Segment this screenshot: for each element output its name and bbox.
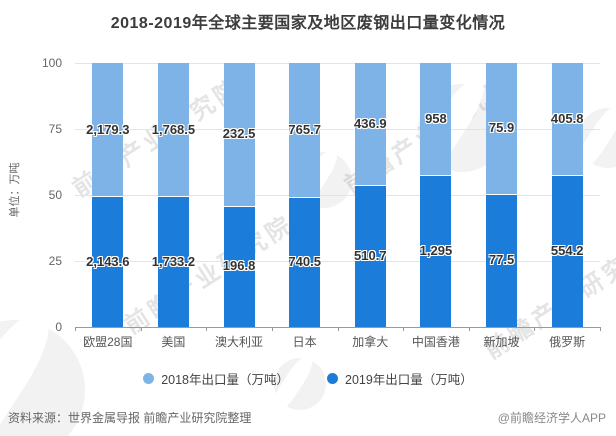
legend-dot-icon	[327, 373, 338, 384]
x-axis-tick	[75, 327, 76, 331]
gridline	[75, 261, 600, 262]
value-label-2019: 2,143.6	[86, 253, 130, 269]
value-label-2018: 436.9	[354, 115, 387, 131]
source-note: 资料来源：世界金属导报 前瞻产业研究院整理	[8, 411, 252, 425]
stacked-bar	[420, 63, 452, 327]
bar-segment-2018[interactable]	[551, 63, 583, 175]
bar-segment-2019[interactable]	[486, 193, 518, 327]
bar-column: 436.9 510.7 加拿大	[338, 63, 404, 349]
x-axis-tick	[403, 327, 405, 331]
stacked-bar	[354, 63, 386, 327]
bar-column: 405.8 554.2 俄罗斯	[534, 63, 600, 349]
bar-segment-2018[interactable]	[157, 63, 189, 197]
y-tick-label: 75	[48, 122, 62, 136]
gridline	[75, 63, 600, 64]
x-category-label: 新加坡	[483, 335, 520, 349]
x-category-label: 中国香港	[411, 335, 460, 349]
x-category-label: 俄罗斯	[549, 335, 586, 349]
plot-area: 2,179.3 2,143.6 欧盟28国 1,768.5 1,733.2 美国 232.5…	[75, 63, 601, 349]
legend-label: 2018年出口量（万吨）	[161, 373, 289, 387]
value-label-2019: 554.2	[550, 242, 584, 258]
footer: 资料来源：世界金属导报 前瞻产业研究院整理 @前瞻经济学人APP	[8, 409, 606, 426]
bar-segment-2018[interactable]	[223, 63, 255, 206]
gridline	[75, 129, 600, 130]
stacked-bar	[223, 63, 255, 327]
bar-segment-2019[interactable]	[92, 196, 124, 327]
stacked-bar	[551, 63, 583, 327]
chart-title: 2018-2019年全球主要国家及地区废钢出口量变化情况	[110, 15, 506, 32]
value-label-2019: 196.8	[222, 258, 256, 274]
y-tick-label: 0	[55, 320, 62, 334]
value-label-2019: 1,733.2	[151, 253, 196, 269]
value-label-2019: 510.7	[354, 247, 387, 263]
bar-segment-2019[interactable]	[354, 184, 386, 327]
stacked-bar	[289, 63, 321, 327]
x-category-label: 澳大利亚	[215, 335, 264, 349]
value-label-2018: 405.8	[550, 110, 584, 126]
legend-item[interactable]: 2018年出口量（万吨）	[143, 369, 289, 388]
bar-segment-2018[interactable]	[486, 63, 518, 194]
legend-item[interactable]: 2019年出口量（万吨）	[327, 369, 473, 388]
bar-column: 75.9 77.5 新加坡	[469, 63, 535, 349]
x-category-label: 欧盟28国	[83, 335, 133, 349]
x-axis-tick	[140, 327, 142, 331]
x-axis-tick	[337, 327, 339, 331]
x-axis-tick	[271, 327, 273, 331]
y-tick-label: 25	[48, 254, 62, 268]
x-axis-tick	[468, 327, 470, 331]
value-label-2019: 740.5	[288, 254, 321, 270]
bar-segment-2019[interactable]	[420, 175, 452, 327]
brand-note: @前瞻经济学人APP	[497, 411, 606, 425]
legend-dot-icon	[143, 373, 155, 384]
x-category-label: 美国	[161, 335, 186, 349]
bar-segment-2019[interactable]	[551, 174, 583, 327]
bar-segment-2018[interactable]	[354, 63, 386, 185]
value-label-2018: 1,768.5	[151, 121, 196, 137]
bar-column: 1,768.5 1,733.2 美国	[141, 63, 207, 349]
y-axis-unit-label: 单位：万吨	[9, 162, 21, 218]
stacked-bar	[92, 63, 124, 327]
bar-column: 765.7 740.5 日本	[272, 63, 338, 349]
value-label-2018: 232.5	[222, 126, 256, 142]
x-axis-tick	[600, 327, 601, 331]
value-label-2019: 1,295	[419, 243, 453, 259]
value-label-2018: 75.9	[488, 120, 515, 136]
stacked-bar	[486, 63, 518, 327]
stacked-bar	[157, 63, 189, 327]
legend-label: 2019年出口量（万吨）	[345, 373, 473, 387]
bar-segment-2019[interactable]	[157, 196, 189, 327]
value-label-2019: 77.5	[488, 252, 515, 268]
bar-segment-2019[interactable]	[289, 197, 321, 327]
bar-column: 958 1,295 中国香港	[403, 63, 469, 349]
value-label-2018: 2,179.3	[86, 121, 130, 137]
bar-column: 232.5 196.8 澳大利亚	[206, 63, 272, 349]
bar-column: 2,179.3 2,143.6 欧盟28国	[75, 63, 141, 349]
legend: 2018年出口量（万吨） 2019年出口量（万吨）	[0, 369, 616, 388]
y-tick-label: 50	[48, 188, 62, 202]
bar-segment-2019[interactable]	[223, 205, 255, 327]
x-axis-tick	[206, 327, 208, 331]
x-category-label: 加拿大	[352, 335, 389, 349]
y-axis: 0 25 50 75 100	[30, 56, 62, 334]
x-axis-tick	[534, 327, 536, 331]
bar-segment-2018[interactable]	[92, 63, 124, 197]
x-category-label: 日本	[292, 335, 317, 349]
y-tick-label: 100	[41, 56, 62, 70]
value-label-2018: 765.7	[288, 122, 321, 138]
